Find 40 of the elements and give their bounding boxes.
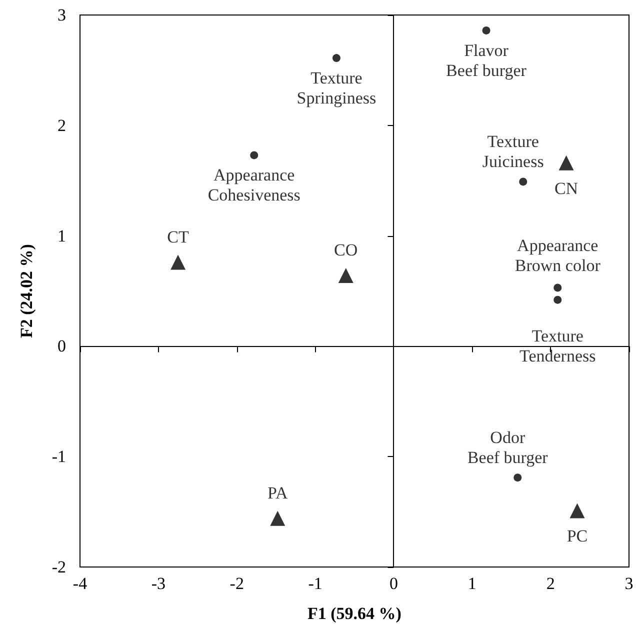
y-tick-label: 3 <box>58 6 66 24</box>
point <box>170 254 186 270</box>
data-label: CO <box>334 240 358 260</box>
data-label: PC <box>566 526 588 546</box>
point <box>558 155 574 170</box>
point <box>554 296 562 304</box>
data-label: Appearance Cohesiveness <box>208 166 300 205</box>
x-tick-label: -1 <box>308 574 322 593</box>
point <box>250 151 258 160</box>
x-tick-label: 3 <box>624 574 634 593</box>
y-tick-label: 0 <box>58 336 66 356</box>
point <box>338 268 354 284</box>
y-tick-label: 1 <box>58 226 66 246</box>
y-axis-title: F2 (24.02 %) <box>17 244 36 338</box>
x-tick-label: -4 <box>72 574 88 593</box>
data-label: CT <box>167 227 190 246</box>
data-label: PA <box>268 483 288 502</box>
point <box>570 503 585 518</box>
data-label: Texture Tenderness <box>520 326 596 366</box>
x-tick-label: 1 <box>468 574 476 593</box>
x-axis-title: F1 (59.64 %) <box>308 604 402 623</box>
data-label: Flavor Beef burger <box>446 40 527 80</box>
x-tick-label: 2 <box>546 574 555 593</box>
point <box>332 54 340 62</box>
data-label: Texture Springiness <box>296 68 376 108</box>
point <box>270 510 286 526</box>
point <box>482 26 490 34</box>
x-tick-label: 0 <box>389 574 398 593</box>
point <box>519 178 528 186</box>
point <box>514 474 522 482</box>
x-tick-label: -2 <box>230 574 244 593</box>
data-label: Texture Juiciness <box>482 132 544 172</box>
data-label: Odor Beef burger <box>467 428 548 468</box>
y-tick-label: -1 <box>52 447 66 466</box>
point <box>554 284 562 292</box>
y-tick-label: 2 <box>58 116 66 135</box>
data-label: Appearance Brown color <box>514 236 601 276</box>
data-label: CN <box>554 178 578 198</box>
x-tick-label: -3 <box>151 574 166 593</box>
y-tick-label: -2 <box>52 558 66 576</box>
